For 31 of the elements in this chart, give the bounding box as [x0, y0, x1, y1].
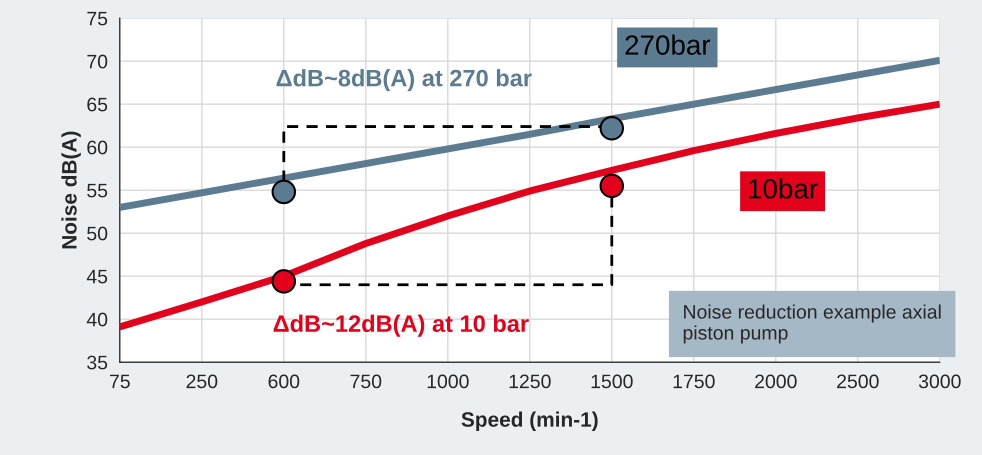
y-tick-label: 35: [87, 356, 108, 370]
annotation: Noise reduction example axial piston pump: [684, 304, 941, 344]
y-axis-title: Noise dB(A): [61, 132, 81, 248]
x-tick-label: 75: [110, 374, 130, 388]
series-label: 10bar: [749, 178, 818, 199]
annotation: ΔdB~8dB(A) at 270 bar: [276, 69, 532, 92]
point: [272, 180, 296, 204]
y-tick-label: 40: [86, 312, 108, 326]
x-tick-label: 2500: [837, 374, 879, 388]
y-tick-label: 60: [87, 140, 108, 154]
x-tick-label: 2000: [755, 374, 797, 388]
point: [600, 174, 624, 198]
y-tick-label: 55: [87, 184, 108, 198]
annotation: ΔdB~12dB(A) at 10 bar: [274, 314, 529, 337]
x-tick-label: 250: [186, 374, 218, 388]
point: [600, 116, 624, 141]
y-tick-label: 70: [87, 54, 108, 68]
point: [272, 269, 296, 294]
series-label: 270bar: [625, 34, 710, 55]
x-tick-label: 1000: [428, 374, 469, 388]
x-tick-label: 1250: [510, 374, 551, 388]
x-tick-label: 1750: [674, 374, 715, 388]
x-tick-label: 600: [268, 374, 300, 388]
x-tick-label: 3000: [918, 374, 961, 388]
y-tick-label: 45: [86, 270, 108, 284]
x-tick-label: 750: [350, 374, 382, 388]
y-tick-label: 75: [87, 12, 108, 26]
y-tick-label: 50: [87, 226, 108, 240]
y-tick-label: 65: [87, 98, 108, 112]
x-tick-label: 1500: [592, 374, 633, 388]
x-axis-title: Speed (min-1): [462, 412, 598, 431]
